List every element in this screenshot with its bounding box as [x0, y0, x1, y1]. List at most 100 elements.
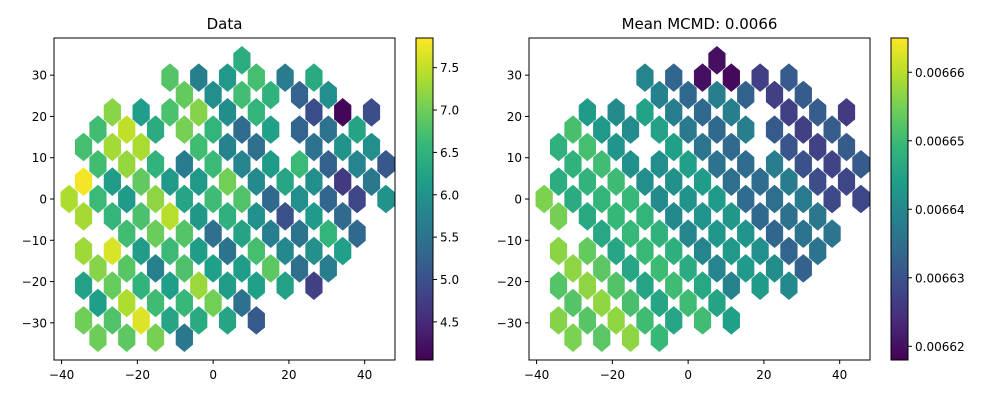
hex-cell	[607, 98, 625, 127]
hex-cell	[290, 219, 309, 248]
hex-cell	[233, 254, 251, 283]
hex-cell	[305, 236, 323, 266]
colorbar-tick-label: 6.5	[440, 146, 459, 160]
hex-cell	[233, 288, 251, 318]
hex-cell	[765, 254, 784, 283]
hex-cell	[247, 236, 265, 266]
x-tick-label: 40	[832, 368, 847, 382]
hex-cell	[722, 132, 740, 162]
hex-cell	[348, 115, 366, 144]
hex-cell	[218, 167, 237, 196]
hex-cell	[607, 271, 625, 300]
hex-cell	[334, 98, 352, 127]
hex-cell	[132, 202, 150, 231]
hex-cell	[132, 271, 150, 300]
hex-cell	[593, 254, 611, 283]
hex-cell	[549, 271, 568, 300]
hex-cell	[593, 288, 611, 318]
hex-cell	[204, 254, 222, 283]
hex-cell	[118, 184, 136, 214]
hex-cell	[118, 288, 136, 318]
hex-cell	[190, 63, 208, 92]
hex-cell	[607, 202, 625, 231]
hex-cell	[118, 323, 136, 352]
hex-cell	[319, 184, 337, 214]
mcmd-panel: Mean MCMD: 0.0066 −40 −20 0 20 40 −30 −20 −10 0…	[497, 15, 965, 382]
hex-cell	[132, 167, 150, 196]
hex-cell	[218, 271, 237, 300]
colorbar-tick-label: 0.00665	[915, 134, 965, 148]
hex-cell	[146, 150, 165, 179]
hex-cell	[708, 80, 726, 110]
hex-cell	[74, 167, 93, 196]
hex-cell	[621, 184, 640, 214]
hex-cell	[593, 219, 611, 248]
hex-cell	[233, 219, 251, 248]
x-tick-label: −40	[524, 368, 549, 382]
hex-cell	[737, 254, 755, 283]
hex-cell	[233, 184, 251, 214]
hex-cell	[837, 98, 856, 127]
hex-layer	[60, 46, 395, 352]
hex-cell	[319, 80, 337, 110]
hex-cell	[60, 184, 78, 214]
hex-cell	[607, 167, 625, 196]
hex-cell	[693, 306, 712, 335]
hex-cell	[737, 219, 755, 248]
hex-cell	[204, 184, 222, 214]
x-tick-label: 20	[281, 368, 296, 382]
hex-cell	[218, 132, 237, 162]
hex-cell	[161, 236, 179, 266]
hex-cell	[190, 98, 208, 127]
hex-cell	[693, 167, 712, 196]
hex-cell	[780, 271, 798, 300]
hex-cell	[89, 184, 107, 214]
hex-cell	[636, 236, 654, 266]
hex-cell	[146, 184, 165, 214]
hex-cell	[621, 219, 640, 248]
hex-cell	[233, 115, 251, 144]
hex-cell	[74, 132, 93, 162]
hex-cell	[621, 323, 640, 352]
hex-cell	[549, 202, 568, 231]
hex-cell	[190, 132, 208, 162]
hex-cell	[334, 167, 352, 196]
hex-cell	[118, 254, 136, 283]
hex-cell	[161, 271, 179, 300]
y-tick-label: 10	[32, 151, 47, 165]
colorbar-tick-label: 0.00666	[915, 66, 965, 80]
y-tick-label: 20	[32, 110, 47, 124]
chart-title: Data	[207, 15, 243, 33]
hex-cell	[751, 271, 769, 300]
hex-cell	[809, 236, 827, 266]
hex-cell	[334, 202, 352, 231]
hex-cell	[722, 98, 740, 127]
hex-cell	[305, 132, 323, 162]
hex-cell	[204, 115, 222, 144]
hex-cell	[809, 98, 827, 127]
colorbar-tick-label: 0.00663	[915, 271, 965, 285]
x-tick-label: −20	[600, 368, 625, 382]
hex-cell	[247, 132, 265, 162]
hex-cell	[780, 167, 798, 196]
hex-cell	[362, 98, 381, 127]
hex-cell	[89, 150, 107, 179]
hex-cell	[549, 236, 568, 266]
y-tick-label: −20	[497, 275, 522, 289]
hex-cell	[665, 236, 683, 266]
hex-cell	[103, 202, 121, 231]
hex-cell	[765, 150, 784, 179]
hex-cell	[262, 184, 280, 214]
hex-cell	[262, 219, 280, 248]
hex-cell	[103, 236, 121, 266]
hex-cell	[621, 288, 640, 318]
hex-cell	[319, 150, 337, 179]
hex-cell	[809, 167, 827, 196]
hex-cell	[837, 167, 856, 196]
hex-cell	[708, 46, 726, 75]
hex-cell	[204, 150, 222, 179]
hex-cell	[348, 184, 366, 214]
hex-cell	[621, 150, 640, 179]
hex-cell	[146, 254, 165, 283]
hex-cell	[650, 115, 668, 144]
